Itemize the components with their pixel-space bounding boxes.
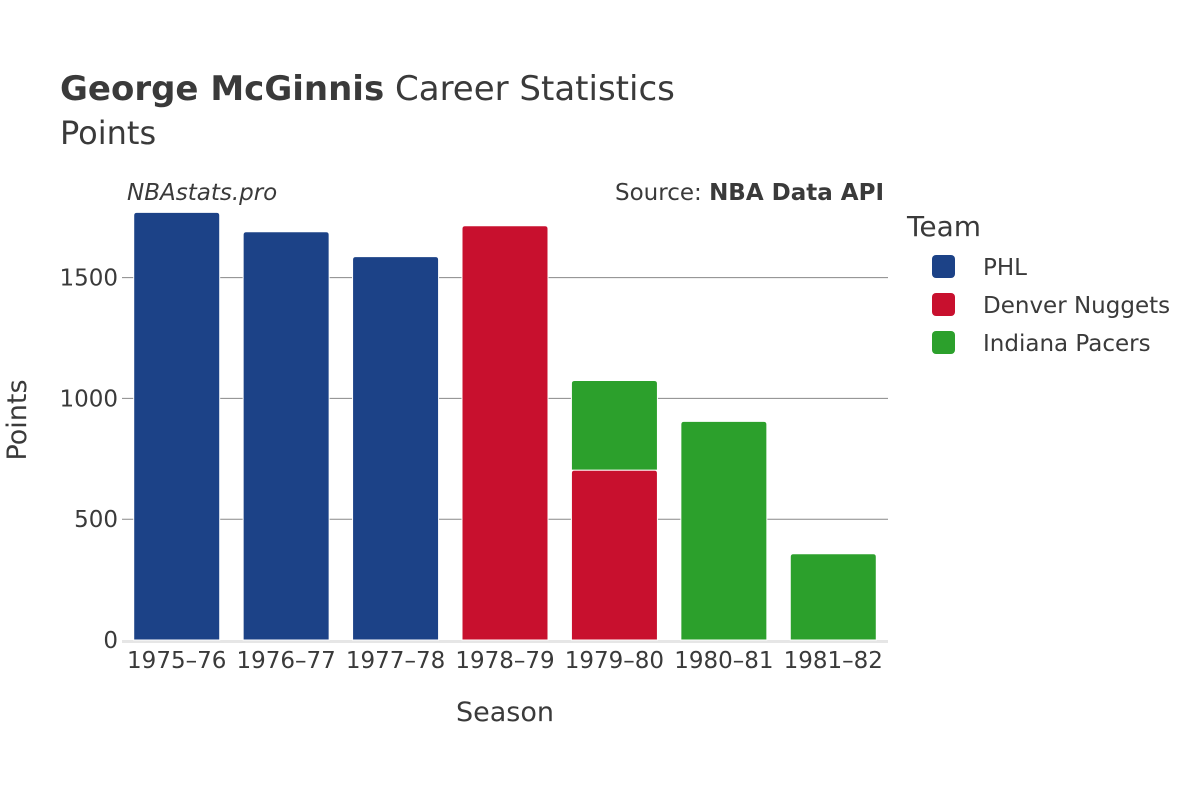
chart-subtitle: Points [60,114,156,152]
chart-title: George McGinnis Career Statistics [60,69,675,109]
y-axis-title: Points [2,379,33,460]
bar-phl-1976–77[interactable] [242,231,330,641]
y-tick-label: 1000 [59,386,118,412]
bar-phl-1975–76[interactable] [133,211,221,641]
x-tick-label: 1978–79 [455,648,554,674]
legend-label: Denver Nuggets [983,293,1170,319]
y-tick-label: 500 [74,507,118,533]
legend-swatch-indiana-pacers [932,331,955,354]
source-label: Source: NBA Data API [615,180,884,206]
x-tick-labels: 1975–76 1976–77 1977–78 1978–79 1979–80 1980–… [127,648,883,674]
bar-phl-1977–78[interactable] [352,256,440,641]
x-tick-label: 1975–76 [127,648,226,674]
y-tick-labels: 0 500 1000 1500 [59,266,118,654]
watermark: NBAstats.pro [127,180,277,206]
chart-title-player: George McGinnis [60,69,384,109]
legend-label: Indiana Pacers [983,331,1151,357]
bar-indiana-pacers-1981–82[interactable] [789,553,877,641]
legend-title: Team [906,210,981,243]
bar-denver-nuggets-1978–79[interactable] [461,225,549,641]
x-tick-label: 1977–78 [346,648,445,674]
bar-denver-nuggets-1979–80[interactable] [570,469,658,641]
legend-label: PHL [983,255,1027,281]
y-tick-label: 1500 [59,266,118,292]
x-tick-label: 1980–81 [674,648,773,674]
x-tick-label: 1976–77 [236,648,335,674]
legend-swatch-denver-nuggets [932,293,955,316]
chart-title-suffix: Career Statistics [384,69,675,109]
bars [133,211,877,641]
y-tick-label: 0 [103,628,118,654]
legend-swatch-phl [932,255,955,278]
x-axis-title: Season [456,697,554,728]
bar-indiana-pacers-1979–80[interactable] [570,380,658,471]
x-tick-label: 1979–80 [565,648,664,674]
x-tick-label: 1981–82 [784,648,883,674]
bar-indiana-pacers-1980–81[interactable] [680,420,768,641]
source-prefix: Source: [615,180,709,206]
source-name: NBA Data API [709,180,884,206]
legend: PHL Denver Nuggets Indiana Pacers [932,255,1170,357]
